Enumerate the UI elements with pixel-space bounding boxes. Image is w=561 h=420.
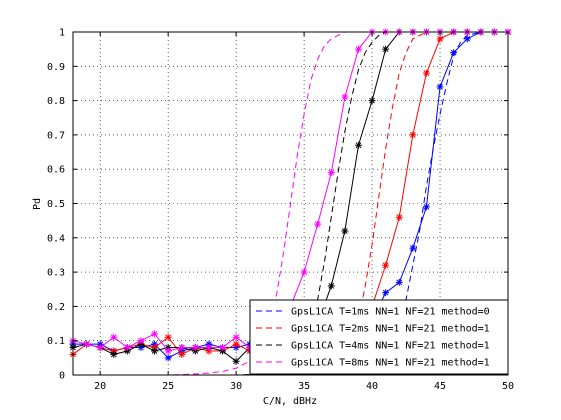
data-point-marker bbox=[422, 203, 430, 211]
y-tick-labels: 0 0.1 0.2 0.3 0.4 0.5 0.6 0.7 0.8 0.9 1 bbox=[47, 28, 65, 382]
y-tick-label: 0.8 bbox=[47, 96, 65, 107]
data-point-marker bbox=[409, 244, 417, 252]
x-tick-labels: 20 25 30 35 40 45 50 bbox=[94, 381, 514, 392]
x-tick-label: 20 bbox=[94, 381, 106, 392]
data-point-marker bbox=[164, 347, 172, 355]
data-point-marker bbox=[395, 278, 403, 286]
data-point-marker bbox=[382, 289, 390, 297]
data-point-marker bbox=[110, 333, 118, 341]
data-point-marker bbox=[151, 347, 159, 355]
data-point-marker bbox=[341, 93, 349, 101]
data-point-marker bbox=[137, 337, 145, 345]
x-tick-label: 50 bbox=[502, 381, 514, 392]
data-point-marker bbox=[300, 268, 308, 276]
data-point-marker bbox=[178, 350, 186, 358]
x-tick-label: 40 bbox=[366, 381, 378, 392]
data-point-marker bbox=[436, 83, 444, 91]
x-tick-label: 25 bbox=[162, 381, 174, 392]
x-tick-label: 45 bbox=[434, 381, 446, 392]
data-point-marker bbox=[368, 97, 376, 105]
data-point-marker bbox=[354, 141, 362, 149]
data-point-marker bbox=[314, 220, 322, 228]
legend-box bbox=[249, 299, 509, 375]
data-point-marker bbox=[450, 49, 458, 57]
y-tick-label: 0.7 bbox=[47, 130, 65, 141]
data-point-marker bbox=[164, 354, 172, 362]
y-tick-label: 0.5 bbox=[47, 199, 65, 210]
data-point-marker bbox=[164, 333, 172, 341]
data-point-marker bbox=[178, 344, 186, 352]
legend-entry: GpsL1CA T=2ms NN=1 NF=21 method=1 bbox=[291, 324, 490, 335]
y-tick-label: 0.1 bbox=[47, 336, 65, 347]
legend-entry: GpsL1CA T=1ms NN=1 NF=21 method=0 bbox=[291, 307, 490, 318]
data-point-marker bbox=[232, 357, 240, 365]
y-tick-label: 0 bbox=[59, 371, 65, 382]
data-point-marker bbox=[83, 340, 91, 348]
data-point-marker bbox=[232, 340, 240, 348]
data-point-marker bbox=[327, 282, 335, 290]
x-axis-label: C/N, dBHz bbox=[263, 396, 317, 407]
x-tick-label: 35 bbox=[298, 381, 310, 392]
y-tick-label: 0.2 bbox=[47, 302, 65, 313]
y-tick-label: 1 bbox=[59, 28, 65, 39]
data-point-marker bbox=[219, 344, 227, 352]
data-point-marker bbox=[409, 131, 417, 139]
data-point-marker bbox=[123, 344, 131, 352]
x-tick-label: 30 bbox=[230, 381, 242, 392]
y-axis-label: Pd bbox=[32, 198, 43, 210]
data-point-marker bbox=[395, 213, 403, 221]
data-point-marker bbox=[382, 261, 390, 269]
data-point-marker bbox=[436, 35, 444, 43]
y-tick-label: 0.3 bbox=[47, 268, 65, 279]
y-tick-label: 0.9 bbox=[47, 62, 65, 73]
legend-entry: GpsL1CA T=8ms NN=1 NF=21 method=1 bbox=[291, 358, 490, 369]
y-tick-label: 0.4 bbox=[47, 233, 65, 244]
data-point-marker bbox=[463, 35, 471, 43]
data-point-marker bbox=[422, 69, 430, 77]
data-point-marker bbox=[327, 169, 335, 177]
data-point-marker bbox=[382, 45, 390, 53]
data-point-marker bbox=[191, 344, 199, 352]
data-point-marker bbox=[232, 333, 240, 341]
y-tick-label: 0.6 bbox=[47, 165, 65, 176]
data-point-marker bbox=[110, 350, 118, 358]
data-point-marker bbox=[341, 227, 349, 235]
data-point-marker bbox=[96, 344, 104, 352]
legend: GpsL1CA T=1ms NN=1 NF=21 method=0 GpsL1CA… bbox=[249, 299, 509, 375]
data-point-marker bbox=[151, 330, 159, 338]
data-point-marker bbox=[205, 344, 213, 352]
data-point-marker bbox=[354, 45, 362, 53]
legend-entry: GpsL1CA T=4ms NN=1 NF=21 method=1 bbox=[291, 341, 490, 352]
dashed-curve bbox=[73, 31, 508, 376]
